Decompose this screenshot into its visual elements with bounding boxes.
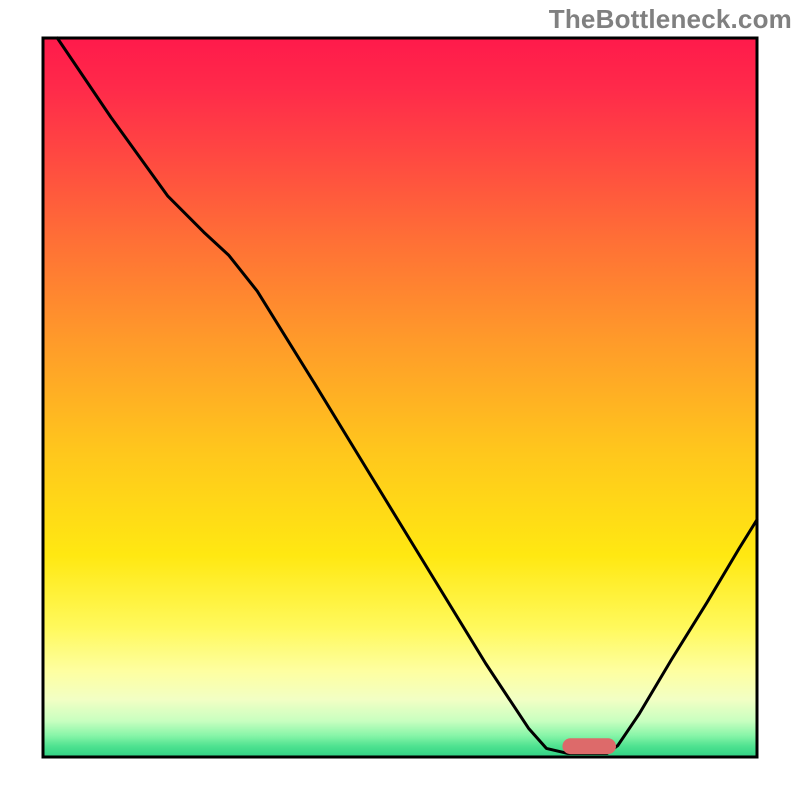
plot-background: [43, 38, 757, 757]
optimal-marker: [562, 738, 616, 754]
chart-svg: [0, 0, 800, 800]
bottleneck-chart: TheBottleneck.com: [0, 0, 800, 800]
watermark-text: TheBottleneck.com: [549, 4, 792, 35]
